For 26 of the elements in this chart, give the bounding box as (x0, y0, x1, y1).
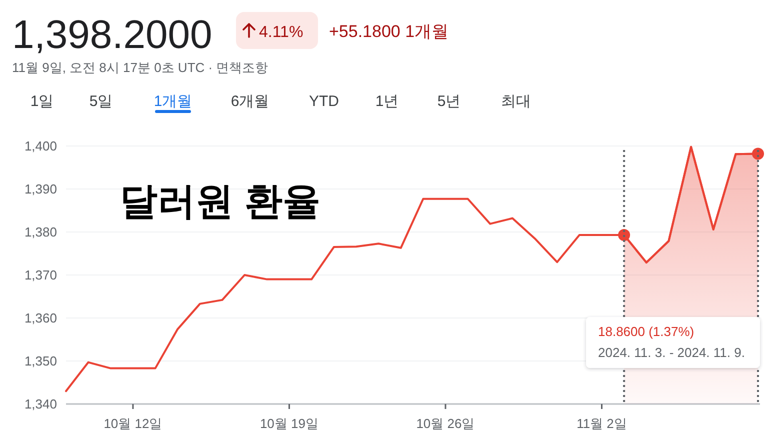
y-tick-label: 1,340 (24, 396, 57, 412)
annotation: 18.8600 (1.37%) (598, 324, 694, 339)
text: 1일 (30, 93, 54, 110)
x-tick-label: 10월 19일 (260, 416, 318, 431)
y-tick-label: 1,360 (24, 310, 57, 326)
x-tick-label: 11월 2일 (576, 416, 627, 431)
text: 4.11% (259, 24, 304, 41)
text: 1년 (375, 93, 399, 110)
y-tick-label: 1,390 (24, 182, 57, 196)
y-tick-label: 1,400 (24, 138, 57, 154)
y-tick-label: 1,350 (24, 354, 57, 368)
x-tick-label: 10월 12일 (104, 416, 162, 431)
text: 1,398.2000 (12, 13, 212, 57)
y-tick-label: 1,370 (24, 268, 57, 282)
text: 최대 (501, 93, 531, 110)
x-tick-label: 10월 26일 (416, 416, 475, 431)
y-tick-label: 1,380 (24, 224, 57, 240)
annotation: 2024. 11. 3. - 2024. 11. 9. (598, 345, 745, 360)
text: 5일 (89, 93, 113, 110)
text: 6개월 (230, 93, 270, 110)
text: 5년 (437, 93, 461, 110)
text: +55.1800 1개월 (329, 22, 449, 41)
text: 달러원 환율 (120, 181, 320, 223)
text: 1개월 (154, 93, 192, 110)
chart-subtitle: 11월 9일, 오전 8시 17분 0초 UTC · 면책조항 (12, 60, 268, 75)
text: YTD (309, 93, 340, 110)
